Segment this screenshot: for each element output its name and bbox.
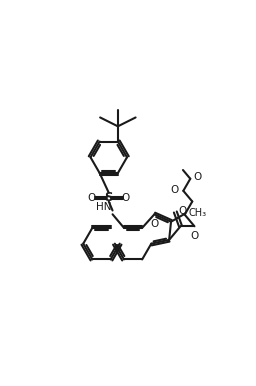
Text: HN: HN [96, 202, 111, 212]
Text: O: O [178, 206, 187, 216]
Text: O: O [171, 185, 179, 195]
Text: O: O [194, 173, 202, 183]
Text: O: O [87, 193, 96, 203]
Text: CH₃: CH₃ [188, 208, 206, 218]
Text: O: O [122, 193, 130, 203]
Text: O: O [190, 230, 199, 240]
Text: S: S [104, 191, 113, 204]
Text: O: O [151, 219, 159, 229]
